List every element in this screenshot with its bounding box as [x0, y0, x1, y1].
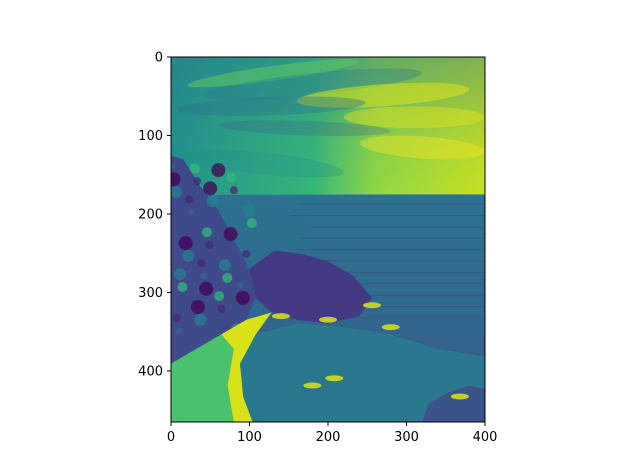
cloud-streak	[359, 135, 485, 160]
foliage-blob	[218, 259, 231, 272]
foam-patch	[271, 313, 290, 320]
cloud-streak	[187, 59, 359, 88]
cloud-streak	[177, 96, 366, 116]
foliage-blob	[223, 227, 238, 242]
foliage-blob	[214, 291, 225, 302]
foam-patch	[450, 393, 469, 400]
foliage-blob	[211, 163, 226, 178]
foliage-blob	[178, 236, 193, 251]
x-tick-label: 100	[237, 430, 262, 445]
foliage-blob	[199, 281, 214, 296]
y-tick-label: 0	[155, 51, 163, 66]
x-tick-label: 0	[167, 430, 175, 445]
foliage-blob	[200, 273, 207, 279]
foliage-blob	[205, 240, 214, 249]
foliage-blob	[226, 172, 237, 183]
bottom-right-rocks	[422, 385, 485, 422]
x-tick-label: 400	[473, 430, 498, 445]
x-tick-label: 200	[316, 430, 341, 445]
foliage-blob	[171, 186, 182, 199]
foliage-blob	[246, 218, 257, 229]
foliage-blob	[229, 186, 238, 195]
y-tick-label: 300	[138, 286, 163, 301]
foliage-blob	[171, 163, 174, 170]
foliage-blob	[242, 250, 251, 259]
foliage-blob	[217, 304, 226, 313]
foliage-blob	[189, 163, 200, 174]
sky-clouds	[177, 59, 485, 178]
foliage-blob	[177, 281, 188, 292]
foreground-cove	[240, 323, 485, 422]
y-tick-label: 200	[138, 207, 163, 222]
foliage-blob	[206, 195, 219, 208]
foliage-blob	[176, 327, 183, 334]
foliage-blob	[182, 249, 195, 262]
surf-foam	[221, 312, 272, 422]
y-tick-label: 100	[138, 129, 163, 144]
left-cliff	[171, 155, 256, 364]
foliage-blob	[171, 172, 181, 187]
surf-highlights	[271, 302, 469, 400]
foliage-blob	[222, 272, 233, 283]
foliage-blob	[237, 282, 244, 289]
cloud-streak	[218, 120, 391, 137]
heatmap-image	[171, 57, 485, 422]
foliage-blob	[194, 313, 207, 326]
foam-patch	[381, 324, 400, 331]
foliage-blob	[201, 227, 212, 238]
cloud-streak	[296, 82, 470, 108]
foliage-blob	[225, 218, 232, 225]
cliff-texture	[171, 163, 257, 347]
cloud-streak	[187, 150, 344, 178]
x-tick-label: 300	[394, 430, 419, 445]
foliage-blob	[190, 300, 205, 315]
foam-patch	[303, 382, 322, 389]
foam-patch	[325, 375, 344, 382]
foliage-blob	[188, 209, 195, 216]
y-axis: 0 100 200 300 400	[138, 51, 171, 379]
foliage-blob	[197, 259, 206, 268]
foam-patch	[319, 316, 337, 323]
headland-rocks	[249, 250, 372, 324]
foam-patch	[362, 302, 381, 309]
foliage-blob	[193, 177, 202, 186]
cloud-streak	[343, 106, 485, 129]
foliage-blob	[172, 313, 181, 322]
foliage-blob	[203, 181, 218, 196]
foliage-blob	[184, 195, 193, 204]
foliage-blob	[173, 268, 186, 281]
foliage-blob	[235, 290, 250, 305]
foliage-blob	[243, 204, 256, 217]
x-axis: 0 100 200 300 400	[167, 422, 498, 445]
cloud-streak	[202, 68, 422, 101]
sea-waves	[291, 197, 485, 319]
beach	[171, 334, 234, 422]
y-tick-label: 400	[138, 364, 163, 379]
